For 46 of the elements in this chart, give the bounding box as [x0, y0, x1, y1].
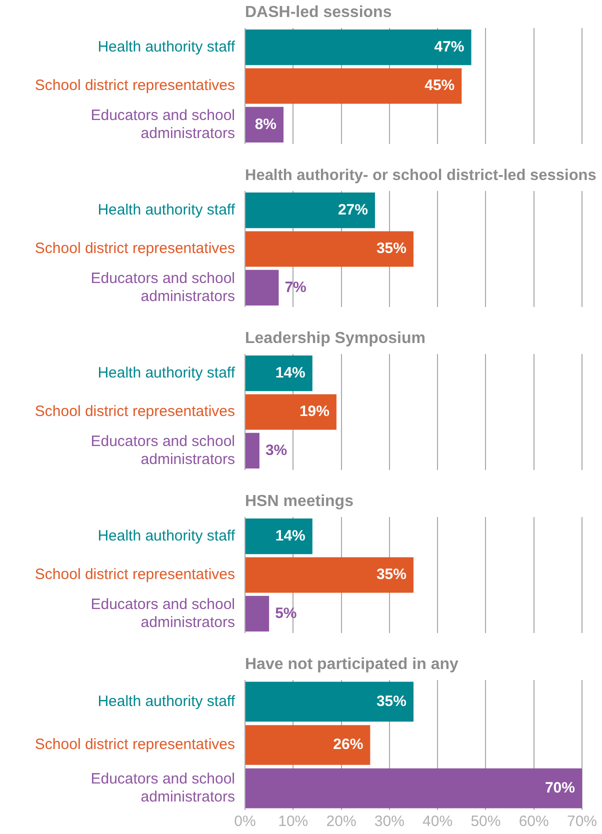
- x-tick-label: 0%: [234, 813, 256, 830]
- data-label: 3%: [265, 442, 288, 459]
- data-label: 14%: [275, 364, 306, 382]
- y-tick-label: School district representatives: [34, 566, 235, 584]
- y-tick-label: Health authority staff: [98, 201, 236, 218]
- y-tick-label: School district representatives: [34, 77, 235, 94]
- x-tick-label: 20%: [326, 813, 356, 830]
- data-label: 35%: [376, 566, 406, 584]
- data-label: 5%: [275, 604, 297, 622]
- data-label: 45%: [424, 77, 455, 94]
- data-label: 19%: [299, 403, 330, 420]
- y-tick-label: Health authority staff: [98, 692, 236, 710]
- data-label: 27%: [338, 201, 368, 218]
- y-tick-label: Educators and school administrators: [90, 770, 235, 806]
- bar: [246, 682, 414, 722]
- bar: [246, 768, 582, 808]
- chart-title: HSN meetings: [245, 493, 354, 510]
- y-tick-label: Educators and school administrators: [90, 270, 235, 305]
- data-label: 47%: [434, 38, 464, 56]
- data-label: 70%: [544, 779, 575, 796]
- y-tick-label: Health authority staff: [98, 38, 236, 56]
- chart-title: Health authority- or school district-led sessions: [245, 167, 596, 184]
- y-tick-label: School district representatives: [34, 403, 235, 420]
- bar: [246, 725, 370, 765]
- x-tick-label: 30%: [374, 813, 404, 830]
- x-tick-label: 40%: [422, 813, 453, 830]
- y-tick-label: Educators and school administrators: [90, 596, 235, 631]
- y-tick-label: Health authority staff: [98, 364, 236, 382]
- y-tick-label: Educators and school administrators: [90, 432, 235, 468]
- chart-title: Have not participated in any: [245, 656, 458, 673]
- chart-title: Leadership Symposium: [245, 330, 426, 347]
- y-tick-label: School district representatives: [34, 736, 235, 754]
- x-tick-label: 60%: [518, 813, 549, 830]
- chart-title: DASH-led sessions: [245, 4, 392, 21]
- data-label: 14%: [275, 527, 306, 544]
- y-tick-label: Educators and school administrators: [90, 106, 235, 142]
- y-tick-label: Health authority staff: [98, 527, 236, 544]
- data-label: 35%: [376, 240, 406, 258]
- x-tick-label: 10%: [278, 813, 308, 830]
- y-tick-label: School district representatives: [34, 240, 235, 258]
- x-tick-label: 50%: [470, 813, 501, 830]
- data-label: 35%: [376, 692, 406, 710]
- data-label: 8%: [254, 116, 277, 133]
- data-label: 7%: [284, 278, 306, 296]
- x-tick-label: 70%: [566, 813, 598, 830]
- data-label: 26%: [333, 736, 364, 754]
